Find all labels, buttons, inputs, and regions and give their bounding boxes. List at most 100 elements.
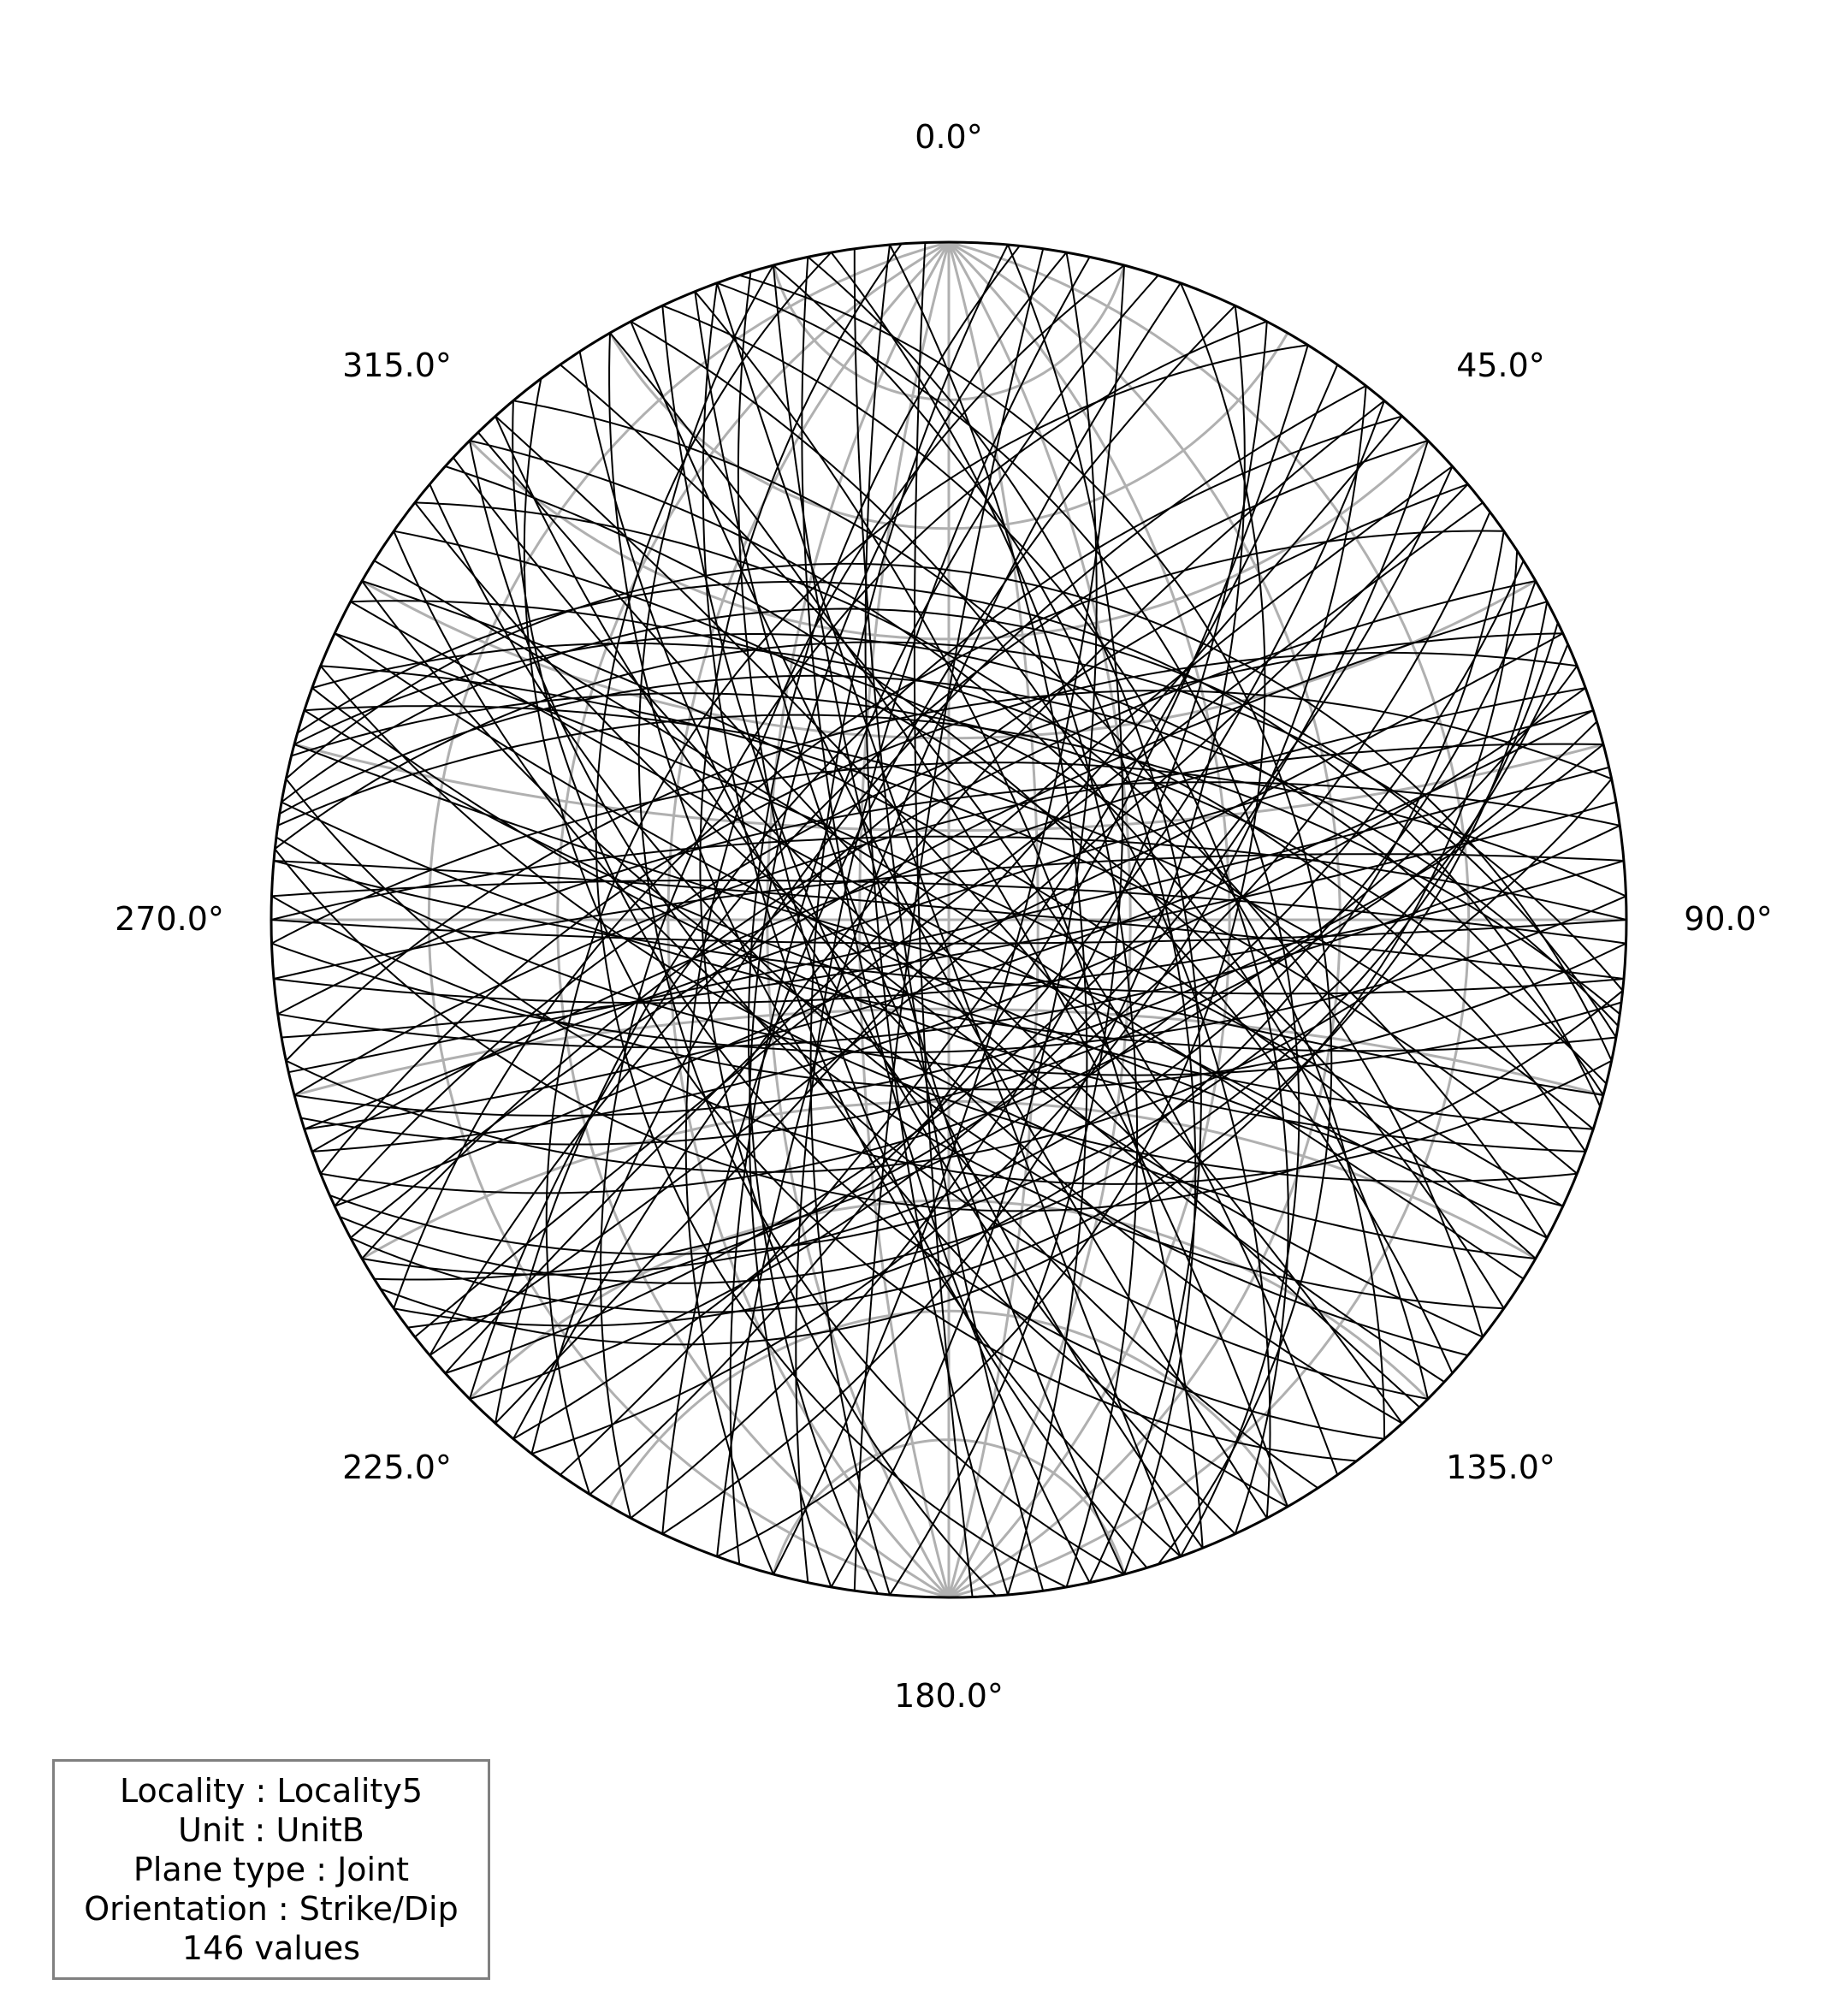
azimuth-label-225: 225.0° bbox=[342, 1449, 452, 1486]
plane-great-circle bbox=[271, 835, 1626, 921]
plane-great-circle bbox=[273, 860, 1625, 1004]
plane-great-circle bbox=[339, 622, 1559, 1284]
orientation-text: Orientation : Strike/Dip bbox=[84, 1890, 459, 1928]
plane-great-circle bbox=[495, 415, 1403, 1425]
plane-great-circle bbox=[444, 465, 1454, 1374]
plane-great-circle bbox=[285, 778, 1613, 1173]
plane-great-circle bbox=[530, 385, 1367, 1455]
azimuth-label-45: 45.0° bbox=[1456, 347, 1545, 384]
plane-great-circle bbox=[311, 687, 1586, 1153]
plane-great-circle bbox=[684, 264, 1125, 1575]
plane-great-circle bbox=[394, 530, 1505, 1327]
plane-great-circle bbox=[809, 244, 1009, 1596]
plane-type-text: Plane type : Joint bbox=[133, 1851, 410, 1888]
plane-great-circle bbox=[512, 400, 1386, 1440]
plane-great-circle bbox=[661, 305, 1246, 1535]
plane-great-circle bbox=[531, 385, 1367, 1455]
plane-great-circle bbox=[599, 320, 1268, 1519]
plane-great-circle bbox=[795, 256, 1091, 1583]
plane-great-circle bbox=[477, 431, 1420, 1408]
plane-great-circle bbox=[661, 305, 1289, 1535]
plane-great-circle bbox=[329, 643, 1569, 1255]
grid-small-circle bbox=[608, 332, 1289, 530]
azimuth-labels: 0.0° 45.0° 90.0° 135.0° 180.0° 225.0° 27… bbox=[115, 118, 1773, 1715]
plane-great-circle bbox=[595, 252, 1067, 1588]
plane-great-circle bbox=[285, 778, 1613, 1185]
plane-great-circle bbox=[273, 860, 1625, 980]
plane-great-circle bbox=[273, 860, 1625, 995]
plane-great-circle bbox=[589, 345, 1309, 1496]
plane-great-circle bbox=[320, 665, 1578, 1194]
plane-great-circle bbox=[281, 801, 1617, 1039]
plane-great-circle bbox=[637, 264, 1125, 1575]
plane-great-circle bbox=[630, 320, 1271, 1519]
plane-great-circle bbox=[350, 601, 1548, 1239]
plane-great-circle bbox=[293, 743, 1604, 1096]
azimuth-label-180: 180.0° bbox=[894, 1677, 1004, 1715]
plane-great-circle bbox=[291, 692, 1608, 1085]
plane-great-circle bbox=[469, 440, 1429, 1400]
grid-small-circle bbox=[361, 1099, 1537, 1260]
plane-great-circle bbox=[304, 709, 1594, 1130]
grid-small-circle bbox=[468, 439, 1430, 641]
plane-great-circle bbox=[374, 560, 1525, 1281]
plane-great-circle bbox=[495, 415, 1403, 1425]
plane-great-circle bbox=[739, 274, 1333, 1565]
plane-great-circle bbox=[853, 248, 1045, 1591]
plane-great-circle bbox=[288, 766, 1609, 1074]
plane-great-circle bbox=[414, 501, 1484, 1337]
plane-great-circle bbox=[913, 242, 974, 1597]
plane-great-circle bbox=[319, 665, 1578, 1182]
plane-great-circle bbox=[271, 761, 1626, 945]
grid-small-circle bbox=[772, 1438, 1126, 1575]
plane-great-circle bbox=[275, 836, 1622, 1076]
stereonet-grid bbox=[271, 242, 1626, 1597]
plane-great-circle bbox=[560, 364, 1339, 1476]
plane-great-circle bbox=[512, 400, 1385, 1440]
plane-great-circle bbox=[469, 440, 1429, 1400]
plane-great-circle bbox=[271, 879, 1626, 945]
plane-great-circle bbox=[274, 848, 1624, 1212]
plane-great-circle bbox=[694, 291, 1204, 1549]
plane-great-circle bbox=[304, 709, 1594, 1130]
plane-great-circle bbox=[453, 457, 1445, 1383]
plane-great-circle bbox=[853, 248, 1045, 1591]
azimuth-label-90: 90.0° bbox=[1684, 900, 1773, 938]
plane-great-circle bbox=[889, 244, 1124, 1596]
plane-great-circle bbox=[311, 642, 1587, 1153]
plane-great-circle bbox=[773, 264, 1125, 1575]
locality-text: Locality : Locality5 bbox=[119, 1772, 423, 1810]
plane-great-circle bbox=[281, 607, 1617, 1039]
plane-great-circle bbox=[350, 601, 1549, 1313]
plane-great-circle bbox=[414, 501, 1484, 1338]
plane-great-circle bbox=[285, 562, 1613, 1062]
plane-great-circle bbox=[694, 291, 1204, 1549]
plane-great-circle bbox=[699, 243, 997, 1597]
plane-great-circle bbox=[716, 281, 1300, 1557]
plane-great-circle bbox=[293, 744, 1604, 1096]
plane-great-circle bbox=[630, 321, 1268, 1520]
primitive-circle bbox=[270, 240, 1628, 1599]
plane-great-circle bbox=[300, 720, 1598, 1146]
plane-great-circle bbox=[830, 252, 1098, 1588]
azimuth-label-270: 270.0° bbox=[115, 900, 224, 938]
grid-small-circle bbox=[293, 743, 1604, 833]
plane-great-circle bbox=[334, 632, 1563, 1207]
plane-great-circle bbox=[393, 530, 1504, 1310]
plane-great-circle bbox=[545, 344, 1308, 1496]
plane-great-circle bbox=[889, 244, 1088, 1596]
plane-great-circle bbox=[271, 895, 1626, 1091]
plane-great-circle bbox=[304, 709, 1594, 1130]
azimuth-label-135: 135.0° bbox=[1446, 1449, 1555, 1486]
unit-text: Unit : UnitB bbox=[178, 1811, 364, 1849]
plane-great-circle bbox=[407, 512, 1491, 1329]
plane-great-circle bbox=[311, 687, 1586, 1153]
plane-great-circle bbox=[716, 282, 1182, 1557]
plane-great-circle bbox=[350, 601, 1548, 1239]
azimuth-label-315: 315.0° bbox=[342, 347, 452, 384]
plane-great-circle bbox=[271, 919, 1626, 945]
plane-great-circle bbox=[393, 530, 1504, 1309]
plane-great-circle bbox=[334, 632, 1564, 1207]
plane-great-circle bbox=[495, 415, 1403, 1424]
plane-great-circle bbox=[273, 853, 1625, 980]
